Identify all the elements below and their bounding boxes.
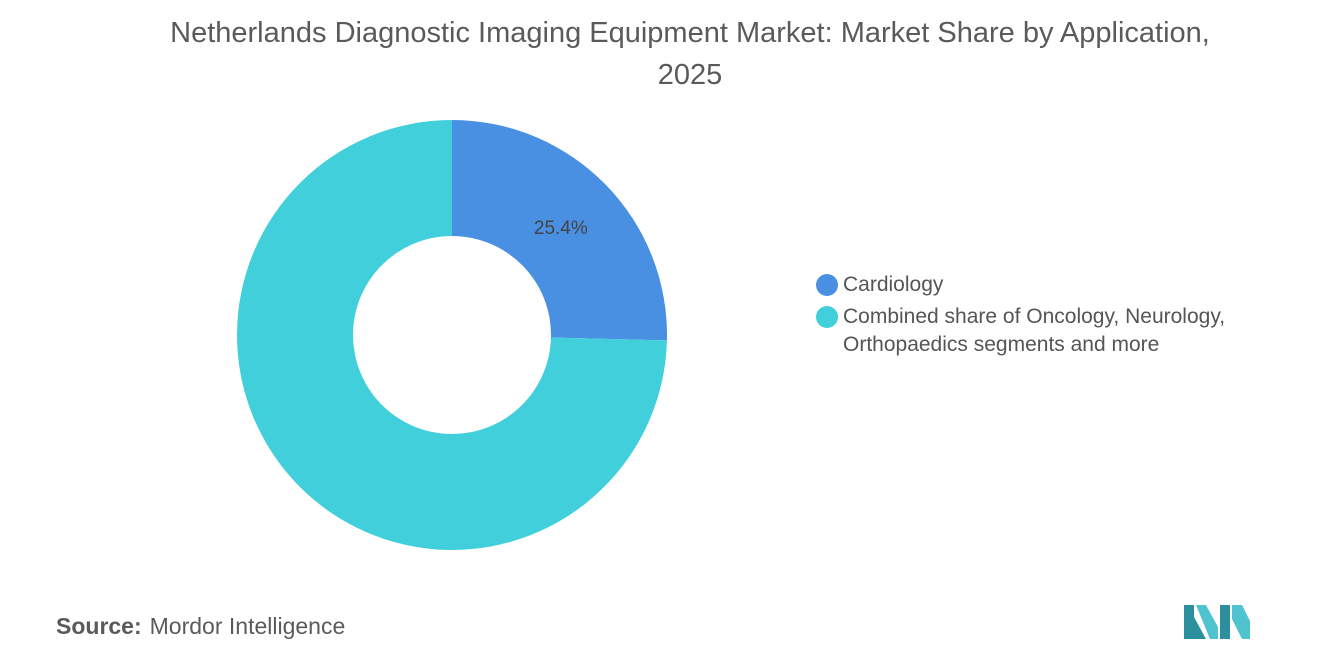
donut-data-labels: 25.4% <box>534 218 588 239</box>
donut-slice-0 <box>452 120 667 341</box>
legend-swatch-icon <box>816 306 838 328</box>
slice-data-label-0: 25.4% <box>534 218 588 239</box>
mordor-intelligence-logo-icon <box>1184 605 1250 639</box>
legend-label: Combined share of Oncology, Neurology, O… <box>843 305 1226 356</box>
donut-slice-1 <box>236 120 667 550</box>
donut-slices <box>236 120 667 550</box>
legend-item-0: Cardiology <box>816 271 1286 299</box>
source-value: Mordor Intelligence <box>149 613 346 639</box>
legend-swatch-icon <box>816 274 838 296</box>
chart-title: Netherlands Diagnostic Imaging Equipment… <box>170 17 1210 91</box>
legend-item-1: Combined share of Oncology, Neurology, O… <box>816 303 1286 359</box>
source-note: Source: Mordor Intelligence <box>56 610 345 642</box>
chart-legend: Cardiology Combined share of Oncology, Ne… <box>816 271 1286 363</box>
legend-label: Cardiology <box>843 273 944 296</box>
source-label: Source: <box>56 613 142 639</box>
